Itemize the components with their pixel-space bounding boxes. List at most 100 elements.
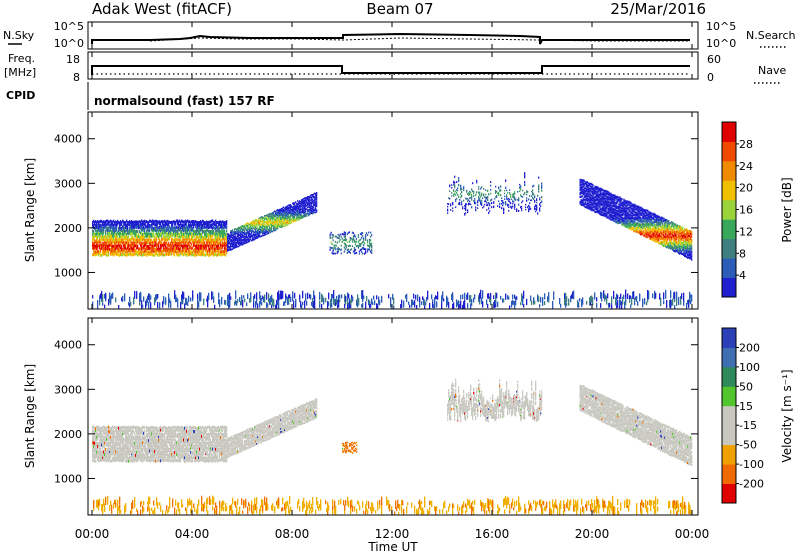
data-cell (595, 190, 597, 193)
data-cell (207, 252, 209, 256)
data-cell (230, 249, 232, 251)
data-cell (332, 250, 334, 252)
data-cell (172, 247, 174, 251)
data-cell (613, 194, 615, 197)
data-cell (645, 218, 647, 222)
data-cell (627, 224, 629, 227)
data-cell (171, 223, 173, 227)
data-cell (622, 214, 624, 217)
data-cell (128, 232, 130, 235)
data-cell (147, 250, 149, 254)
data-cell (638, 212, 640, 215)
data-cell (237, 232, 239, 234)
data-cell (584, 181, 586, 184)
data-cell (132, 247, 134, 251)
data-cell (580, 192, 582, 195)
data-cell (237, 245, 239, 248)
data-cell (594, 189, 596, 193)
data-cell (213, 230, 215, 233)
data-cell (231, 243, 233, 245)
data-cell (146, 238, 148, 242)
data-cell (125, 229, 127, 233)
data-cell (97, 238, 99, 242)
data-cell (672, 222, 674, 225)
data-cell (361, 290, 363, 299)
data-cell (146, 247, 148, 250)
data-cell (503, 298, 505, 303)
data-cell (179, 247, 181, 251)
data-cell (173, 232, 175, 236)
data-cell (197, 240, 199, 244)
data-cell (279, 219, 281, 221)
data-cell (306, 196, 308, 199)
data-cell (677, 224, 679, 227)
data-cell (302, 203, 304, 205)
data-cell (247, 226, 249, 228)
data-cell (650, 218, 652, 222)
data-cell (665, 239, 667, 242)
data-cell (127, 250, 129, 254)
data-cell (247, 239, 249, 241)
data-cell (142, 233, 144, 236)
data-cell (352, 235, 355, 238)
data-cell (224, 243, 226, 247)
data-cell (514, 198, 516, 201)
data-cell (223, 243, 225, 247)
data-cell (218, 292, 220, 299)
data-cell (166, 231, 168, 235)
data-cell (285, 224, 287, 227)
data-cell (635, 213, 637, 216)
data-cell (260, 231, 262, 234)
data-cell (596, 297, 598, 302)
data-cell (313, 195, 315, 198)
data-cell (641, 223, 643, 227)
data-cell (635, 216, 637, 219)
data-cell (623, 212, 625, 215)
data-cell (156, 249, 158, 253)
data-cell (160, 240, 162, 244)
data-cell (218, 221, 220, 225)
data-cell (153, 233, 155, 236)
data-cell (581, 179, 583, 182)
data-cell (184, 252, 186, 256)
data-cell (155, 249, 157, 253)
data-cell (675, 245, 677, 248)
data-cell (649, 211, 651, 214)
data-cell (498, 193, 500, 195)
data-cell (266, 222, 268, 225)
data-cell (627, 293, 629, 299)
data-cell (234, 237, 236, 239)
data-cell (197, 221, 199, 225)
data-cell (665, 232, 667, 236)
data-cell (143, 220, 145, 224)
data-cell (485, 196, 487, 198)
data-cell (363, 248, 366, 250)
data-cell (542, 297, 544, 306)
data-cell (354, 241, 357, 244)
data-cell (675, 242, 677, 245)
data-cell (164, 247, 166, 251)
data-cell (237, 228, 239, 231)
data-cell (306, 300, 308, 306)
data-cell (362, 248, 365, 250)
data-cell (226, 241, 228, 245)
data-cell (541, 200, 543, 203)
data-cell (684, 236, 686, 240)
data-cell (288, 211, 290, 214)
data-cell (207, 228, 209, 232)
data-cell (565, 292, 567, 302)
data-cell (609, 302, 611, 308)
data-cell (480, 203, 482, 205)
data-cell (270, 222, 272, 225)
data-cell (689, 234, 691, 237)
data-cell (299, 200, 301, 202)
data-cell (136, 220, 138, 224)
data-cell (184, 303, 186, 309)
data-cell (236, 232, 238, 235)
data-cell (649, 220, 651, 223)
data-cell (259, 301, 261, 308)
data-cell (668, 226, 670, 230)
data-cell (469, 295, 471, 303)
data-cell (663, 226, 665, 230)
data-cell (269, 229, 271, 232)
